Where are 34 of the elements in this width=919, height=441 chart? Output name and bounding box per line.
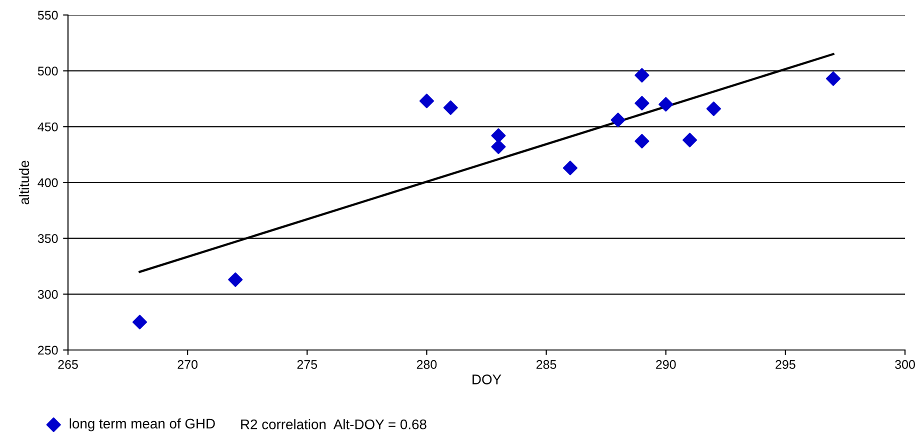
legend-label: long term mean of GHD — [70, 418, 215, 432]
point — [826, 71, 841, 86]
y-tick-label: 250 — [38, 346, 58, 355]
point — [562, 160, 578, 176]
y-tick-label: 450 — [38, 122, 58, 132]
point — [491, 128, 506, 143]
text: R2 correlation Alt-DOY = 0.68 — [241, 419, 426, 430]
x-tick-label: 265 — [58, 360, 78, 369]
y-axis-title: altitude — [18, 160, 30, 204]
point — [132, 314, 148, 330]
point — [634, 134, 650, 148]
y-tick-label: 300 — [38, 290, 58, 299]
point — [419, 94, 434, 108]
x-tick-label: 290 — [656, 360, 676, 369]
y-tick-label: 500 — [38, 66, 58, 76]
x-tick-label: 270 — [178, 360, 198, 369]
point — [491, 139, 506, 154]
point — [706, 102, 721, 116]
x-tick-label: 285 — [536, 360, 556, 369]
point — [658, 97, 674, 112]
x-tick-label: 300 — [895, 360, 915, 369]
y-tick-label: 550 — [38, 10, 58, 20]
x-tick-label: 295 — [776, 360, 796, 369]
x-tick-label: 280 — [416, 360, 437, 369]
point — [610, 112, 626, 128]
point — [634, 68, 650, 83]
y-tick-label: 400 — [38, 178, 58, 188]
x-tick-label: 275 — [297, 360, 318, 369]
point — [682, 132, 698, 148]
x-axis-title: DOY — [472, 374, 502, 384]
point — [634, 96, 650, 110]
point — [228, 272, 243, 287]
point — [443, 100, 458, 115]
y-tick-label: 350 — [38, 234, 58, 243]
